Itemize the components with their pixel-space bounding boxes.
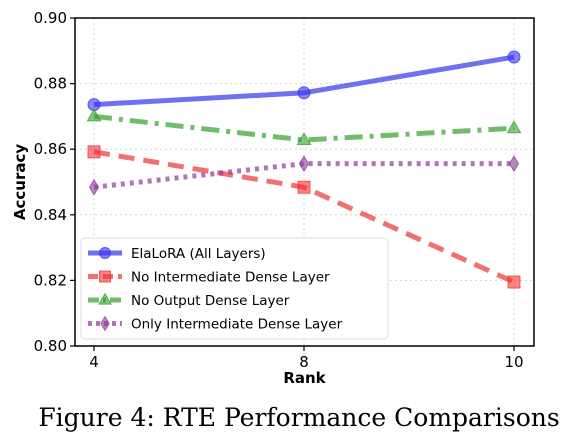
data-point-s2-2 <box>297 180 311 194</box>
legend-marker-1 <box>99 247 111 259</box>
y-tick-label: 0.84 <box>34 206 67 224</box>
x-axis: 4 8 10 <box>89 346 524 371</box>
data-point-s3-2 <box>296 132 312 146</box>
legend-marker-4 <box>100 315 110 332</box>
figure-caption: Figure 4: RTE Performance Comparisons <box>38 403 559 432</box>
legend-marker-3 <box>98 292 112 305</box>
data-point-s4-3 <box>508 155 520 173</box>
data-point-s1-2 <box>297 86 311 100</box>
legend-label-3: No Output Dense Layer <box>131 293 290 309</box>
y-tick-label: 0.86 <box>34 140 67 158</box>
data-point-s4-2 <box>298 155 310 173</box>
y-tick-label: 0.80 <box>34 337 67 355</box>
legend: ElaLoRA (All Layers) No Intermediate Dens… <box>80 237 389 340</box>
data-point-s4-1 <box>88 178 100 196</box>
series-line-3 <box>93 113 515 143</box>
x-tick-label: 4 <box>89 353 99 371</box>
series-markers <box>86 50 522 289</box>
x-tick-label: 10 <box>504 353 523 371</box>
legend-label-2: No Intermediate Dense Layer <box>131 270 330 286</box>
data-point-s3-3 <box>506 120 522 134</box>
legend-label-4: Only Intermediate Dense Layer <box>131 317 343 333</box>
x-axis-title: Rank <box>283 369 326 387</box>
data-point-s2-1 <box>87 145 101 159</box>
y-tick-label: 0.88 <box>34 75 67 93</box>
y-axis-title: Accuracy <box>11 144 29 220</box>
series-line-4 <box>93 161 514 190</box>
x-tick-label: 8 <box>299 353 309 371</box>
y-tick-label: 0.90 <box>34 9 67 27</box>
y-axis: 0.80 0.82 0.84 0.86 0.88 0.90 <box>34 9 75 355</box>
data-point-s2-3 <box>507 275 521 289</box>
legend-label-1: ElaLoRA (All Layers) <box>131 246 266 262</box>
data-point-s3-1 <box>86 108 102 122</box>
legend-box <box>80 237 389 340</box>
data-point-s1-3 <box>507 50 521 64</box>
y-tick-label: 0.82 <box>34 271 67 289</box>
legend-marker-2 <box>99 270 111 283</box>
